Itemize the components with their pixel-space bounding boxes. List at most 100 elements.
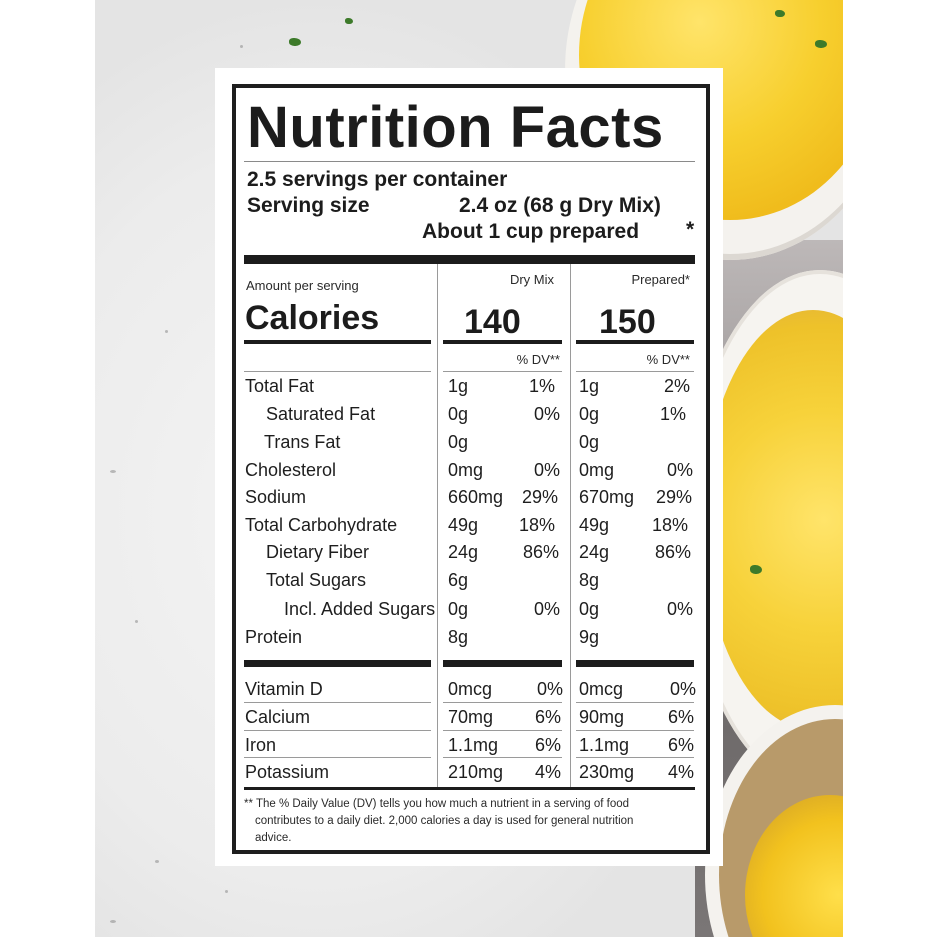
calories-label: Calories xyxy=(245,299,380,337)
vitamin-prep-amount: 1.1mg xyxy=(579,735,630,755)
thick-bar-vitamins xyxy=(576,660,694,667)
nutrient-prep-dv: 29% xyxy=(655,487,692,507)
nutrient-dry-dv: 0% xyxy=(533,460,560,480)
nutrient-prep-amount: 670mg xyxy=(579,487,635,507)
vitamin-dry-amount: 1.1mg xyxy=(448,735,499,755)
herb-garnish xyxy=(750,565,762,574)
nutrient-name-dietary-fiber: Dietary Fiber xyxy=(266,542,370,562)
calories-underline xyxy=(244,340,431,344)
herb-garnish xyxy=(815,40,827,48)
vitamin-prep-dv: 0% xyxy=(669,679,696,699)
nutrient-name-total-carbohydrate: Total Carbohydrate xyxy=(245,515,398,535)
vitamin-dry-amount: 70mg xyxy=(448,707,494,727)
vitamin-dry-dv: 4% xyxy=(534,762,561,782)
nutrient-dry-dv: 18% xyxy=(518,515,555,535)
nutrient-prep-dv: 1% xyxy=(659,404,686,424)
nutrient-prep-amount: 8g xyxy=(579,570,600,590)
vitamin-name-calcium: Calcium xyxy=(245,707,311,727)
nutrient-dry-amount: 660mg xyxy=(448,487,504,507)
nutrient-dry-amount: 0g xyxy=(448,432,469,452)
vitamin-prep-amount: 90mg xyxy=(579,707,625,727)
nutrient-prep-dv: 2% xyxy=(663,376,690,396)
calories-underline xyxy=(576,340,694,344)
nutrient-dry-amount: 49g xyxy=(448,515,479,535)
nutrient-dry-amount: 8g xyxy=(448,627,469,647)
footnote-line-1: ** The % Daily Value (DV) tells you how … xyxy=(244,798,630,810)
thick-bar-vitamins xyxy=(443,660,562,667)
nutrient-dry-amount: 0mg xyxy=(448,460,484,480)
nutrient-name-trans-fat: Trans Fat xyxy=(264,432,341,452)
vitamin-prep-amount: 230mg xyxy=(579,762,635,782)
nutrient-dry-amount: 24g xyxy=(448,542,479,562)
nutrient-prep-amount: 0g xyxy=(579,432,600,452)
vitamin-prep-dv: 6% xyxy=(667,735,694,755)
serving-size-label: Serving size xyxy=(247,194,370,217)
label-title: Nutrition Facts xyxy=(247,95,664,160)
title-divider xyxy=(244,161,695,162)
nutrient-dry-dv: 0% xyxy=(533,599,560,619)
nutrient-prep-amount: 1g xyxy=(579,376,600,396)
calories-prepared: 150 xyxy=(599,303,656,341)
nutrient-name-total-sugars: Total Sugars xyxy=(266,570,367,590)
column-divider-prepared xyxy=(570,264,571,788)
nutrient-name-added-sugars: Incl. Added Sugars xyxy=(284,599,436,619)
vitamin-dry-dv: 0% xyxy=(536,679,563,699)
nutrient-dry-dv: 29% xyxy=(521,487,558,507)
nutrient-prep-amount: 0mg xyxy=(579,460,615,480)
nutrient-prep-amount: 49g xyxy=(579,515,610,535)
footnote-divider xyxy=(244,787,695,790)
footnote-line-3: advice. xyxy=(255,832,292,844)
vitamin-prep-dv: 4% xyxy=(667,762,694,782)
nutrient-prep-dv: 0% xyxy=(666,460,693,480)
vitamin-name-vitamin-d: Vitamin D xyxy=(245,679,323,699)
nutrient-name-total-fat: Total Fat xyxy=(245,376,315,396)
amount-per-serving: Amount per serving xyxy=(246,278,359,293)
nutrient-dry-dv: 0% xyxy=(533,404,560,424)
nutrient-prep-amount: 9g xyxy=(579,627,600,647)
nutrient-dry-amount: 0g xyxy=(448,599,469,619)
nutrient-name-protein: Protein xyxy=(245,627,303,647)
serving-size-value: 2.4 oz (68 g Dry Mix) xyxy=(459,194,661,217)
vitamin-dry-dv: 6% xyxy=(534,735,561,755)
herb-garnish xyxy=(775,10,785,17)
nutrition-label-card xyxy=(215,68,723,866)
footnote-line-2: contributes to a daily diet. 2,000 calor… xyxy=(255,815,634,827)
vitamin-dry-amount: 0mcg xyxy=(448,679,493,699)
vitamin-prep-dv: 6% xyxy=(667,707,694,727)
nutrient-dry-amount: 0g xyxy=(448,404,469,424)
vitamin-dry-dv: 6% xyxy=(534,707,561,727)
nutrient-name-sodium: Sodium xyxy=(245,487,307,507)
vitamin-prep-amount: 0mcg xyxy=(579,679,624,699)
nutrient-prep-dv: 0% xyxy=(666,599,693,619)
nutrient-prep-dv: 86% xyxy=(654,542,691,562)
nutrient-name-saturated-fat: Saturated Fat xyxy=(266,404,376,424)
serving-size-prepared: About 1 cup prepared xyxy=(422,220,640,243)
nutrient-dry-amount: 1g xyxy=(448,376,469,396)
nutrient-prep-amount: 0g xyxy=(579,404,600,424)
column-divider-dry xyxy=(437,264,438,788)
nutrient-dry-dv: 1% xyxy=(528,376,555,396)
nutrient-prep-dv: 18% xyxy=(651,515,688,535)
nutrient-name-cholesterol: Cholesterol xyxy=(245,460,337,480)
herb-garnish xyxy=(345,18,353,24)
thick-bar-top xyxy=(244,255,695,264)
column-header-prepared: Prepared* xyxy=(631,272,690,287)
serving-size-asterisk: * xyxy=(686,218,695,241)
dv-header-dry: % DV** xyxy=(516,352,560,367)
calories-dry-mix: 140 xyxy=(464,303,521,341)
column-header-dry-mix: Dry Mix xyxy=(509,272,554,287)
nutrition-label-border xyxy=(232,84,710,854)
thick-bar-vitamins xyxy=(244,660,431,667)
nutrient-prep-amount: 0g xyxy=(579,599,600,619)
dv-header-prepared: % DV** xyxy=(646,352,690,367)
calories-underline xyxy=(443,340,562,344)
nutrient-dry-dv: 86% xyxy=(522,542,559,562)
nutrient-dry-amount: 6g xyxy=(448,570,469,590)
nutrient-prep-amount: 24g xyxy=(579,542,610,562)
mac-and-cheese xyxy=(703,310,843,730)
herb-garnish xyxy=(289,38,301,46)
vitamin-name-potassium: Potassium xyxy=(245,762,330,782)
vitamin-dry-amount: 210mg xyxy=(448,762,504,782)
servings-per-container: 2.5 servings per container xyxy=(247,168,508,191)
vitamin-name-iron: Iron xyxy=(245,735,277,755)
